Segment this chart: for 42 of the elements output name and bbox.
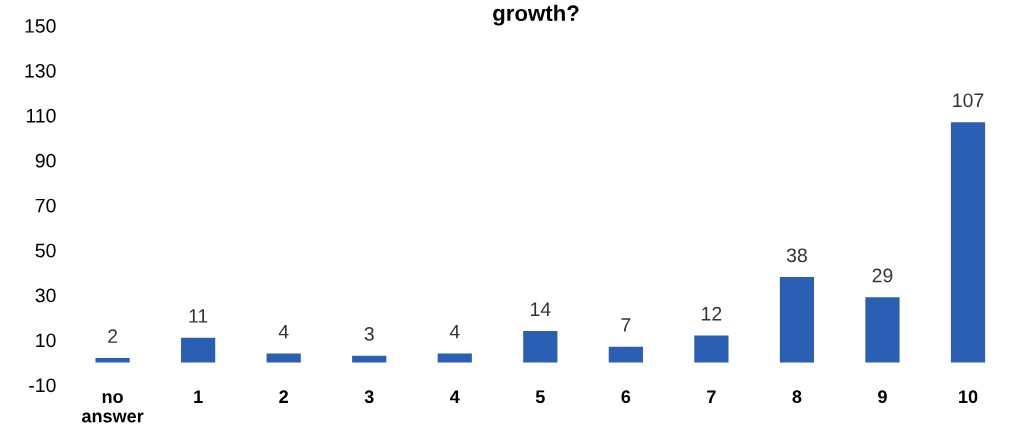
x-tick-label: 1 [194,390,203,403]
data-label: 38 [786,248,807,263]
data-label: 12 [702,306,722,321]
x-tick-label: no answer [82,393,144,423]
y-tick-label: 70 [35,198,56,213]
y-tick-label: 150 [25,19,56,33]
x-tick-label: 2 [279,390,288,403]
bar [95,357,130,363]
y-tick-label: 90 [35,153,56,168]
x-tick-label: 9 [878,390,887,404]
x-tick-label: 10 [959,390,978,404]
bar [266,353,301,363]
x-tick-label: 8 [792,390,802,404]
y-tick-label: 30 [35,288,56,303]
data-label: 7 [621,318,631,332]
x-tick-label: 7 [707,390,716,403]
y-tick-label: 130 [25,63,56,78]
data-label: 4 [278,324,289,339]
chart-title: growth? [493,4,579,26]
y-tick-label: 10 [36,333,56,348]
x-tick-label: 5 [535,390,545,404]
data-label: 3 [364,327,374,341]
bar [437,353,472,363]
bar [181,337,216,363]
x-tick-label: 6 [621,390,631,404]
y-tick-label: 50 [35,243,56,258]
data-label: 2 [108,329,118,343]
y-tick-label: -10 [29,378,56,393]
data-label: 4 [449,324,460,339]
bar [523,331,558,363]
bar [779,277,815,363]
x-tick-label: 3 [364,390,374,404]
data-label: 107 [953,93,984,108]
y-tick-label: 110 [26,108,56,123]
x-tick-label: 4 [450,390,460,403]
bar [608,346,643,363]
bar [950,122,986,363]
bar [694,335,729,363]
data-label: 11 [189,309,208,323]
data-label: 29 [872,268,893,283]
bar [865,297,900,363]
data-label: 14 [530,302,551,316]
